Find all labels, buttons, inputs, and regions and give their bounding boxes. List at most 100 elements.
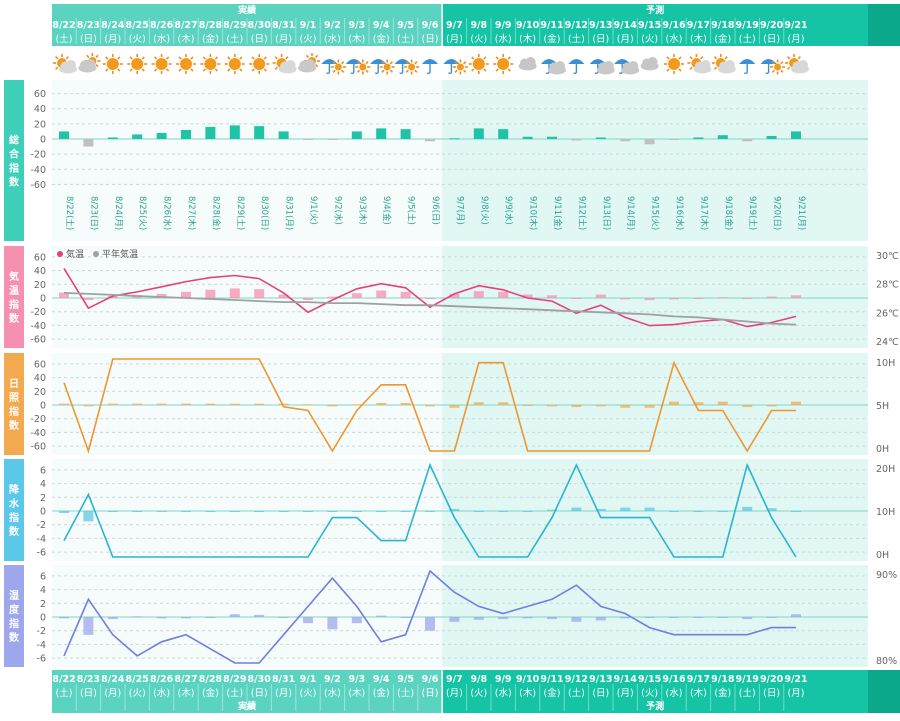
sun-ray — [724, 56, 728, 60]
precipitation-bar — [644, 507, 655, 511]
sunshine-bar — [791, 401, 801, 405]
header-weekday-10: (火) — [300, 688, 317, 699]
precipitation-bar — [522, 511, 533, 512]
temperature-ytick-label: 60 — [34, 252, 46, 263]
humidity-bar — [59, 617, 69, 619]
precipitation-bar — [595, 508, 606, 511]
sun-ray — [165, 68, 170, 72]
humidity-bar — [132, 616, 143, 618]
header-weekday-7: (土) — [226, 33, 243, 45]
sun-ray — [678, 68, 682, 72]
sun-ray — [274, 66, 278, 70]
sun-disc — [155, 58, 168, 70]
overall-xtick-label: 8/23(日) — [88, 196, 98, 230]
header-weekday-2: (月) — [104, 34, 121, 45]
sun-ray — [483, 68, 487, 72]
precipitation-ytick-label: 0 — [40, 507, 46, 518]
sun-ray — [95, 63, 99, 68]
sun-ray — [341, 69, 345, 73]
humidity-ytick-label: 0 — [40, 613, 46, 624]
header-weekday-26: (木) — [690, 33, 707, 45]
header-weekday-12: (木) — [348, 33, 365, 45]
temperature-bar — [278, 294, 289, 298]
header-weekday-28: (土) — [739, 33, 756, 45]
humidity-bar — [449, 617, 460, 622]
sun-icon — [102, 54, 123, 74]
humidity-label-char: 度 — [9, 603, 20, 616]
umbrella-icon — [422, 59, 438, 75]
precipitation-bar — [620, 507, 631, 511]
temperature-ytick-label: -20 — [30, 307, 46, 318]
precipitation-ytick-label: -2 — [37, 520, 46, 531]
precipitation-bar — [400, 511, 411, 512]
header-date-26: 9/17 — [687, 674, 710, 685]
temperature-label-char: 数 — [9, 312, 20, 325]
cloud-puff — [700, 60, 711, 70]
sun-ray — [285, 56, 289, 60]
header-date-27: 9/18 — [711, 20, 735, 31]
header-weekday-8: (日) — [251, 34, 268, 45]
header-weekday-0: (土) — [56, 33, 73, 45]
sunshine-ytick-label: 40 — [34, 373, 46, 384]
temperature-bar — [351, 293, 362, 298]
precipitation-bar — [156, 511, 167, 512]
sun-disc — [253, 58, 266, 70]
header-weekday-22: (日) — [592, 34, 609, 45]
overall-bar — [693, 137, 704, 139]
precipitation-bar — [571, 507, 582, 511]
humidity-bar — [156, 617, 167, 619]
humidity-bar — [83, 617, 94, 635]
header-weekday-8: (日) — [251, 688, 268, 699]
header-weekday-3: (火) — [129, 34, 146, 45]
precipitation-bar — [278, 511, 289, 512]
precipitation-bar — [59, 511, 69, 514]
cloud-puff — [85, 59, 96, 69]
cloud-sun-icon — [78, 53, 101, 73]
sun-ray — [713, 56, 718, 60]
precipitation-label-tab — [4, 459, 24, 561]
sun-disc — [472, 58, 485, 70]
header-weekday-0: (土) — [56, 687, 73, 699]
header-weekday-19: (木) — [519, 33, 536, 45]
sun-ray — [365, 61, 369, 65]
humidity-label-char: 指 — [9, 617, 19, 630]
precipitation-y2tick-label: 0H — [876, 550, 889, 561]
header-date-17: 9/8 — [470, 674, 487, 685]
legend-temp-dot — [57, 251, 63, 257]
sun-ray — [780, 61, 784, 65]
header-date-28: 9/19 — [736, 674, 759, 685]
humidity-bar — [669, 617, 679, 618]
sun-disc — [359, 63, 367, 71]
precipitation-bar — [425, 511, 435, 512]
temperature-bar — [547, 295, 557, 298]
umbrella-handle — [448, 64, 453, 75]
header-date-3: 8/25 — [126, 674, 149, 685]
temperature-bar — [425, 298, 435, 299]
umbrella-sun-icon — [345, 59, 371, 75]
header-weekday-9: (月) — [275, 688, 292, 699]
header-weekday-28: (土) — [739, 687, 756, 699]
overall-xtick-label: 8/22(土) — [64, 196, 75, 230]
header-date-22: 9/13 — [589, 20, 612, 31]
header-weekday-5: (木) — [178, 33, 195, 45]
actual-period-label: 実績 — [238, 4, 256, 16]
humidity-bar — [107, 617, 118, 620]
sun-ray — [700, 56, 704, 60]
sunshine-bar — [156, 403, 167, 405]
overall-bar — [132, 134, 143, 139]
sun-ray — [117, 56, 121, 60]
header-date-2: 8/24 — [101, 674, 125, 685]
sun-ray — [454, 69, 458, 73]
header-date-17: 9/8 — [470, 20, 487, 31]
humidity-ytick-label: -4 — [37, 640, 46, 651]
header-weekday-25: (水) — [666, 33, 683, 45]
sunshine-bar — [522, 405, 533, 406]
humidity-bar — [571, 617, 582, 622]
sun-icon — [200, 54, 221, 74]
sun-icon — [151, 54, 172, 74]
humidity-bar — [522, 617, 533, 619]
header-weekday-10: (火) — [300, 34, 317, 45]
overall-bar — [473, 128, 484, 139]
sunshine-bar — [644, 405, 655, 408]
humidity-ytick-label: 4 — [40, 585, 46, 596]
